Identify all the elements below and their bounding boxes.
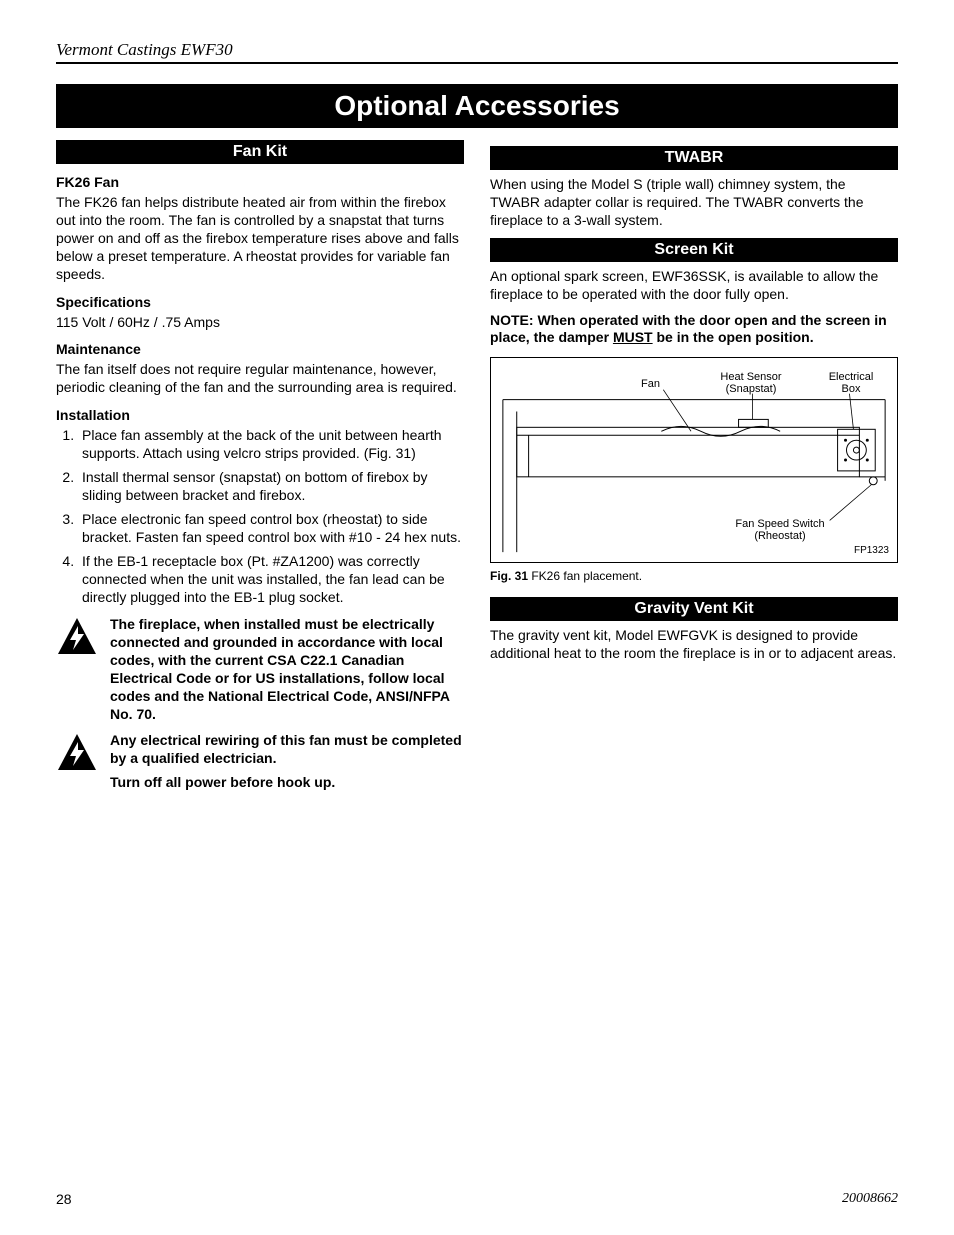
fig-label-fan: Fan bbox=[641, 378, 660, 390]
para-maint: The fan itself does not require regular … bbox=[56, 361, 464, 397]
fig-caption-text: FK26 fan placement. bbox=[528, 569, 642, 583]
doc-number: 20008662 bbox=[842, 1191, 898, 1207]
right-column: TWABR When using the Model S (triple wal… bbox=[490, 140, 898, 800]
left-column: Fan Kit FK26 Fan The FK26 fan helps dist… bbox=[56, 140, 464, 800]
section-bar-fan-kit: Fan Kit bbox=[56, 140, 464, 164]
page-title: Optional Accessories bbox=[56, 84, 898, 128]
warning-text-2: Any electrical rewiring of this fan must… bbox=[110, 732, 464, 792]
para-fk26-intro: The FK26 fan helps distribute heated air… bbox=[56, 194, 464, 284]
product-header: Vermont Castings EWF30 bbox=[56, 40, 898, 64]
fig-label-elec: Electrical Box bbox=[821, 371, 881, 395]
para-specs: 115 Volt / 60Hz / .75 Amps bbox=[56, 314, 464, 332]
list-item: If the EB-1 receptacle box (Pt. #ZA1200)… bbox=[78, 553, 464, 607]
warning-text-2a: Any electrical rewiring of this fan must… bbox=[110, 732, 464, 768]
figure-31: Fan Heat Sensor (Snapstat) Electrical Bo… bbox=[490, 357, 898, 563]
electrical-warning-icon bbox=[56, 616, 98, 656]
fig-caption-num: Fig. 31 bbox=[490, 569, 528, 583]
section-bar-twabr: TWABR bbox=[490, 146, 898, 170]
warning-row-1: The fireplace, when installed must be el… bbox=[56, 616, 464, 723]
fig-label-switch: Fan Speed Switch (Rheostat) bbox=[725, 518, 835, 542]
list-item: Place electronic fan speed control box (… bbox=[78, 511, 464, 547]
figure-31-caption: Fig. 31 FK26 fan placement. bbox=[490, 569, 898, 583]
subhead-specs: Specifications bbox=[56, 294, 464, 310]
warning-row-2: Any electrical rewiring of this fan must… bbox=[56, 732, 464, 792]
list-item: Install thermal sensor (snapstat) on bot… bbox=[78, 469, 464, 505]
para-screen: An optional spark screen, EWF36SSK, is a… bbox=[490, 268, 898, 304]
list-item: Place fan assembly at the back of the un… bbox=[78, 427, 464, 463]
install-steps: Place fan assembly at the back of the un… bbox=[56, 427, 464, 606]
fig-label-heat: Heat Sensor (Snapstat) bbox=[711, 371, 791, 395]
fig-label-code: FP1323 bbox=[854, 545, 889, 556]
subhead-install: Installation bbox=[56, 407, 464, 423]
page-footer: 28 20008662 bbox=[56, 1191, 898, 1207]
section-bar-screen: Screen Kit bbox=[490, 238, 898, 262]
page-number: 28 bbox=[56, 1191, 72, 1207]
warning-text-2b: Turn off all power before hook up. bbox=[110, 774, 464, 792]
section-bar-gravity: Gravity Vent Kit bbox=[490, 597, 898, 621]
note-post: be in the open position. bbox=[653, 329, 814, 345]
subhead-maint: Maintenance bbox=[56, 341, 464, 357]
para-twabr: When using the Model S (triple wall) chi… bbox=[490, 176, 898, 230]
warning-text-1: The fireplace, when installed must be el… bbox=[110, 616, 464, 723]
para-screen-note: NOTE: When operated with the door open a… bbox=[490, 312, 898, 348]
note-must: MUST bbox=[613, 329, 653, 345]
content-columns: Fan Kit FK26 Fan The FK26 fan helps dist… bbox=[56, 140, 898, 800]
subhead-fk26: FK26 Fan bbox=[56, 174, 464, 190]
electrical-warning-icon bbox=[56, 732, 98, 772]
para-gravity: The gravity vent kit, Model EWFGVK is de… bbox=[490, 627, 898, 663]
